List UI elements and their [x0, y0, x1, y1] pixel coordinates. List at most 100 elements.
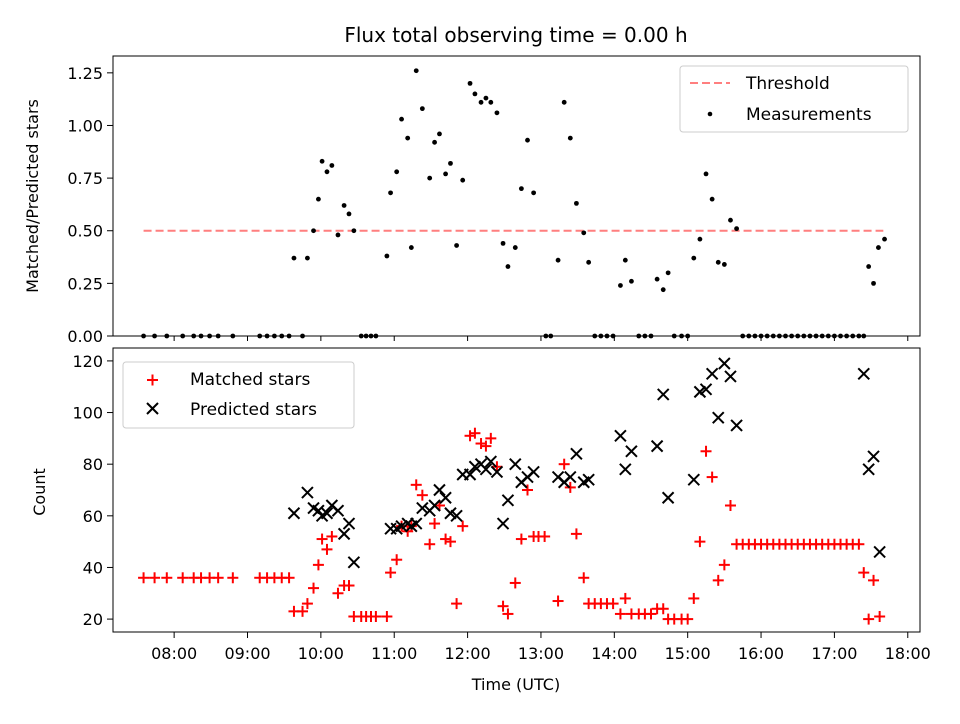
measurement-point — [531, 190, 537, 196]
top-y-tick-label: 1.25 — [67, 64, 103, 83]
predicted-star-point — [564, 470, 577, 484]
measurement-point — [305, 255, 310, 261]
predicted-star-point — [450, 509, 463, 523]
measurement-point — [448, 160, 453, 166]
matched-star-point — [682, 613, 694, 625]
matched-star-point — [564, 481, 576, 493]
measurement-point — [555, 257, 561, 263]
predicted-star-point — [312, 504, 325, 517]
predicted-star-point — [433, 483, 446, 497]
matched-star-point — [321, 543, 333, 555]
matched-star-point — [149, 572, 161, 584]
measurement-point — [427, 175, 433, 181]
matched-star-point — [480, 440, 492, 452]
matched-star-point — [706, 471, 718, 483]
matched-star-point — [694, 536, 706, 548]
bottom-x-tick-label: 18:00 — [885, 644, 931, 663]
predicted-star-point — [479, 463, 493, 476]
matched-star-point — [308, 582, 320, 594]
measurement-point — [454, 243, 459, 248]
matched-star-point — [688, 592, 700, 604]
bottom-plot: Count Time (UTC) 20 40 60 80 100 120 08:00 09:… — [30, 347, 931, 694]
matched-star-point — [301, 598, 313, 610]
matched-star-point — [522, 484, 534, 496]
matched-star-point — [381, 611, 393, 623]
predicted-star-point — [463, 468, 477, 481]
measurement-point — [721, 262, 727, 267]
predicted-star-point — [857, 367, 870, 381]
predicted-star-point — [873, 545, 886, 559]
matched-star-point — [485, 432, 497, 444]
matched-star-point — [718, 559, 730, 571]
matched-star-point — [385, 567, 397, 579]
matched-star-point — [138, 572, 150, 584]
measurement-point — [660, 287, 666, 293]
measurement-point — [500, 240, 506, 246]
bottom-y-tick-label: 80 — [83, 455, 103, 474]
bottom-x-ticks: 08:00 09:00 10:00 11:00 12:00 13:00 14:00 15:00… — [151, 632, 931, 663]
legend-measurements-swatch — [707, 111, 713, 117]
predicted-star-point — [428, 499, 441, 512]
matched-star-point — [457, 520, 469, 532]
measurement-point — [335, 232, 341, 238]
top-chart-title: Flux total observing time = 0.00 h — [344, 23, 687, 47]
measurement-point — [871, 280, 876, 286]
predicted-star-point — [331, 504, 345, 517]
measurement-point — [316, 196, 321, 202]
predicted-star-point — [501, 494, 515, 507]
legend-matched-label: Matched stars — [190, 370, 310, 390]
matched-star-point — [607, 598, 619, 610]
legend-matched-swatch — [147, 374, 158, 386]
measurement-point — [654, 276, 660, 282]
predicted-star-point — [614, 429, 627, 442]
matched-star-point — [212, 572, 224, 584]
matched-star-point — [297, 605, 309, 617]
measurement-point — [291, 255, 297, 261]
measurement-point — [574, 200, 579, 206]
matched-star-point — [502, 608, 514, 620]
measurement-point — [567, 135, 573, 141]
measurement-point — [394, 169, 400, 175]
predicted-star-point — [337, 527, 351, 541]
matched-star-point — [469, 427, 481, 439]
measurement-point — [494, 110, 500, 116]
top-legend-box — [679, 65, 909, 133]
measurement-point — [483, 95, 489, 101]
bottom-y-tick-label: 120 — [72, 352, 103, 371]
predicted-star-point — [705, 367, 719, 381]
measurement-point — [518, 186, 524, 192]
predicted-star-point — [509, 457, 522, 471]
predicted-star-point — [484, 455, 498, 468]
bottom-x-tick-label: 09:00 — [224, 644, 270, 663]
matched-star-point — [312, 559, 324, 571]
predicted-star-point — [625, 445, 638, 458]
predicted-star-point — [862, 463, 875, 476]
predicted-star-point — [724, 370, 737, 383]
predicted-star-point — [619, 463, 632, 476]
bottom-legend-box — [122, 361, 355, 429]
measurement-point — [665, 270, 671, 276]
measurement-point — [561, 99, 567, 105]
measurement-point — [622, 257, 628, 263]
measurement-point — [866, 264, 872, 269]
top-y-tick-label: 1.00 — [67, 116, 103, 135]
matched-star-point — [570, 528, 582, 540]
measurement-point — [728, 217, 733, 223]
matched-star-point — [578, 572, 590, 584]
matched-star-point — [614, 608, 626, 620]
bottom-x-tick-label: 08:00 — [151, 644, 197, 663]
predicted-star-point — [342, 517, 356, 530]
matched-star-point — [316, 533, 328, 545]
matched-star-point — [410, 479, 422, 491]
matched-star-point — [332, 587, 344, 599]
bottom-x-tick-label: 17:00 — [811, 644, 857, 663]
predicted-star-point — [699, 383, 713, 396]
measurement-point — [399, 116, 404, 122]
predicted-star-point — [416, 501, 429, 515]
predicted-star-point — [661, 491, 675, 504]
top-y-tick-label: 0.50 — [67, 222, 103, 241]
measurement-point — [432, 139, 437, 145]
matched-star-point — [475, 438, 487, 450]
measurement-point — [311, 228, 316, 234]
predicted-star-point — [347, 556, 361, 569]
